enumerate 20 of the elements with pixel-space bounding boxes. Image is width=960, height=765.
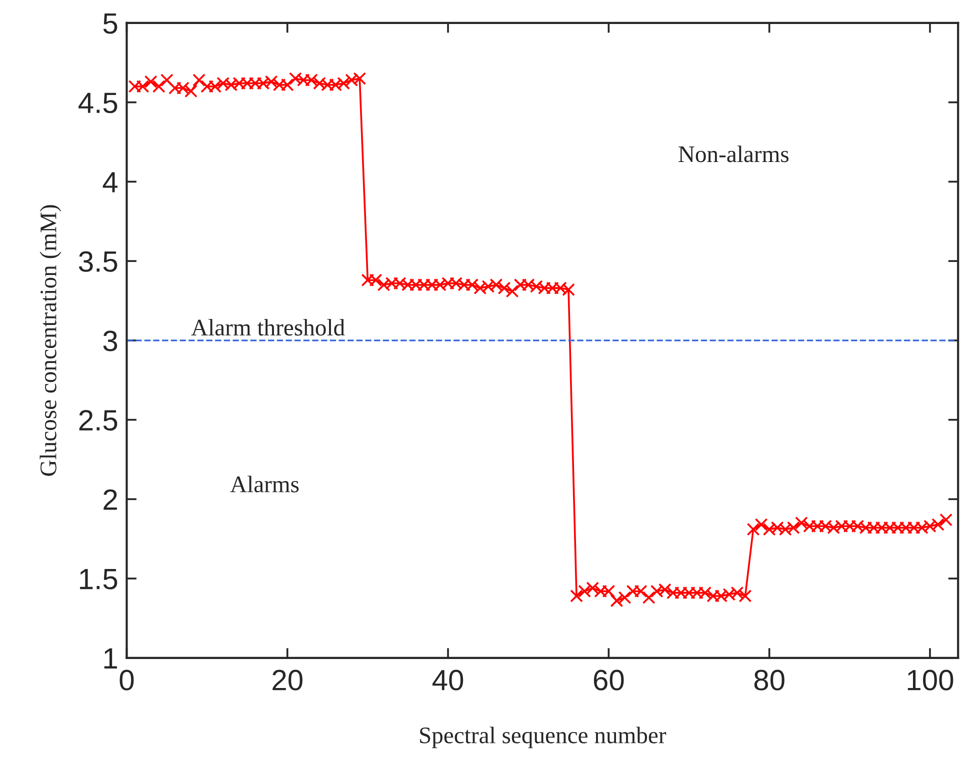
x-tick-label: 40 xyxy=(432,670,464,690)
y-axis-title: Glucose concentration (mM) xyxy=(40,205,62,476)
y-tick-label: 2.5 xyxy=(79,410,118,431)
annotation: Alarms xyxy=(230,476,299,492)
y-tick-label: 1 xyxy=(104,648,117,668)
ref-line-label: Alarm threshold xyxy=(191,319,345,336)
annotation: Non-alarms xyxy=(678,146,788,162)
y-tick-label: 1.5 xyxy=(80,569,118,590)
x-tick-label: 20 xyxy=(272,670,302,690)
x-tick-label: 80 xyxy=(754,670,784,690)
y-tick-label: 2 xyxy=(104,489,117,510)
y-tick-label: 5 xyxy=(103,13,118,34)
x-tick-label: 100 xyxy=(908,670,954,690)
y-tick-label: 4 xyxy=(102,172,118,192)
x-tick-label: 0 xyxy=(120,670,134,690)
y-tick-label: 3.5 xyxy=(78,251,118,272)
x-axis-title: Spectral sequence number xyxy=(420,726,666,748)
y-tick-label: 3 xyxy=(103,330,118,352)
x-tick-label: 60 xyxy=(594,670,624,690)
y-tick-label: 4.5 xyxy=(78,92,118,114)
